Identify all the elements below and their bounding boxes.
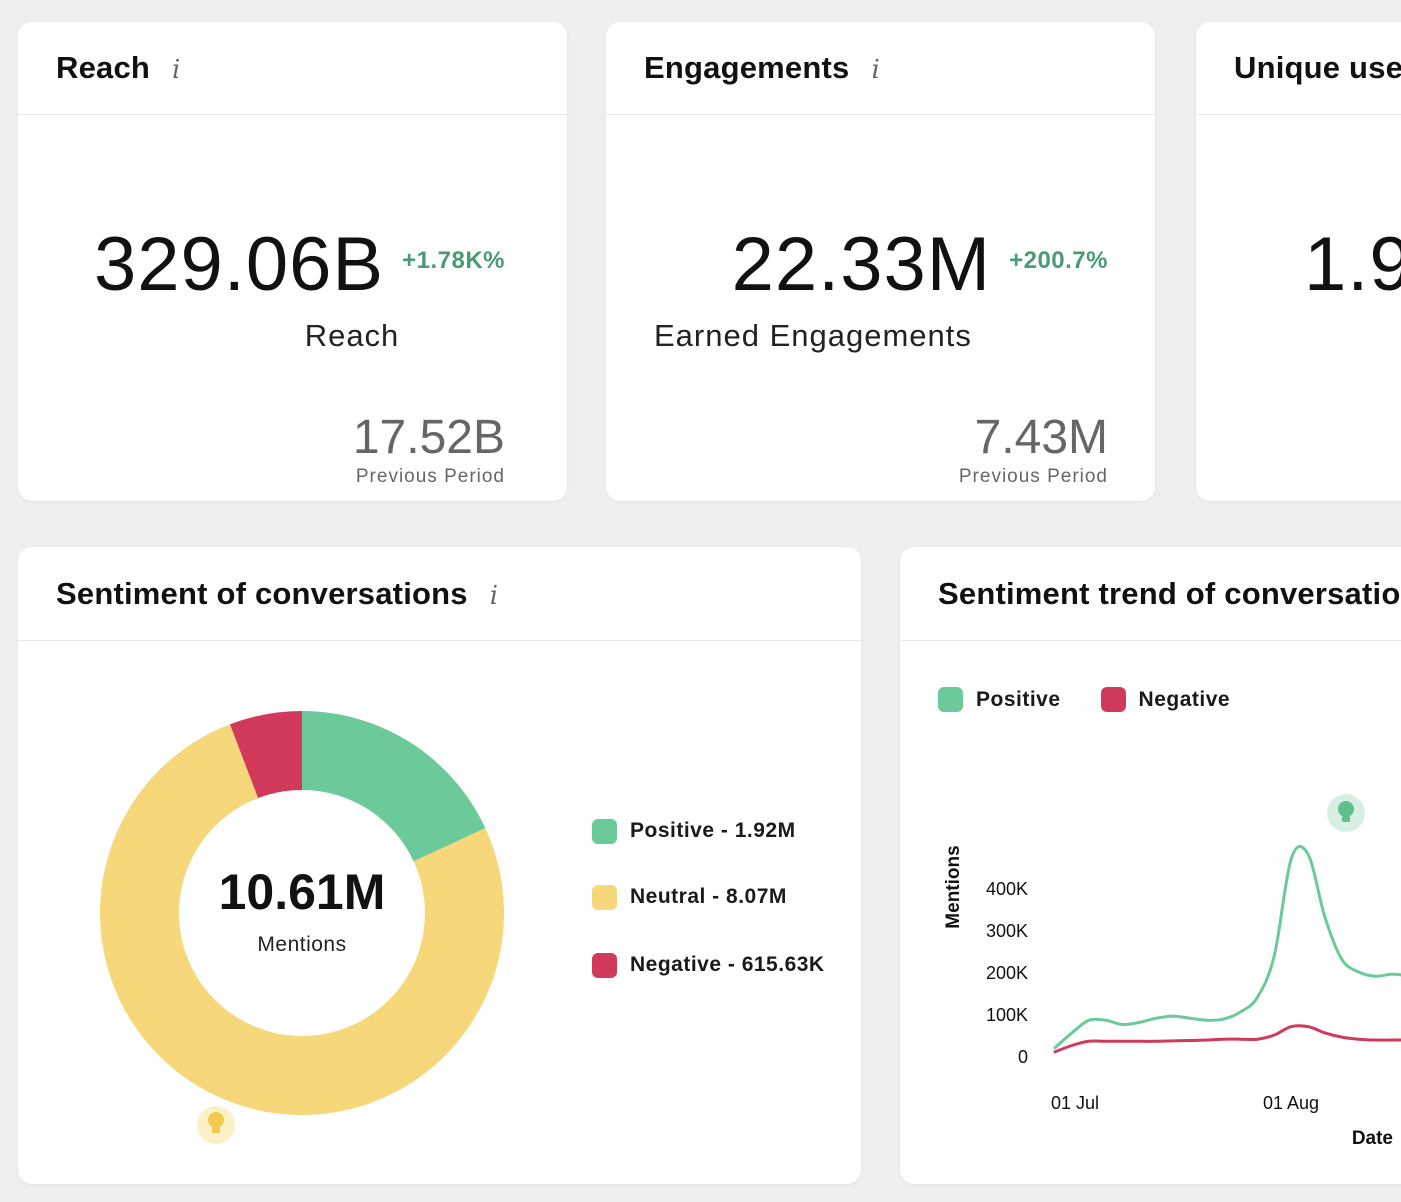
reach-title-text: Reach — [56, 50, 151, 85]
series-line-positive[interactable] — [1053, 845, 1401, 1050]
x-tick-label: 01 Aug — [1263, 1093, 1319, 1113]
trend-lines — [1053, 845, 1401, 1054]
negative-swatch — [1100, 687, 1126, 712]
trend-card-header: Sentiment trend of conversation — [900, 547, 1401, 641]
y-axis-ticks: 0 100K 200K 300K 400K — [986, 879, 1028, 1067]
insight-bulb-icon[interactable] — [1327, 794, 1365, 832]
legend-label-neutral: Neutral - 8.07M — [630, 885, 787, 908]
sentiment-card: Sentiment of conversations i 10.61M Menti… — [18, 547, 861, 1184]
x-axis-ticks: 01 Jul 01 Aug — [1051, 1093, 1319, 1113]
legend-item-negative[interactable]: Negative - 615.63K — [592, 949, 825, 981]
mentions-total: 10.61M — [218, 864, 386, 920]
engagements-metric: 22.33M +200.7% — [732, 227, 1108, 303]
y-tick-label: 100K — [986, 1005, 1028, 1025]
y-tick-label: 300K — [986, 921, 1028, 941]
donut-slice-negative[interactable] — [229, 711, 302, 799]
trend-legend: Positive Negative — [938, 687, 1230, 712]
reach-prev-label: Previous Period — [355, 466, 505, 487]
donut-slices — [99, 711, 505, 1115]
legend-label-negative: Negative - 615.63K — [630, 953, 825, 976]
donut-slice-neutral[interactable] — [99, 724, 505, 1115]
unique-users-metric: 1.9 — [1304, 227, 1401, 303]
engagements-card-title: Engagements i — [644, 50, 880, 86]
x-tick-label: 01 Jul — [1051, 1093, 1099, 1113]
neutral-swatch — [592, 884, 617, 910]
negative-swatch — [592, 952, 617, 978]
reach-prev-value: 17.52B — [352, 411, 505, 464]
trend-legend-positive[interactable]: Positive — [938, 687, 1061, 712]
info-icon[interactable]: i — [489, 581, 499, 611]
mentions-label: Mentions — [257, 933, 347, 956]
sentiment-donut-chart — [99, 711, 505, 1144]
engagements-prev-label: Previous Period — [958, 466, 1108, 487]
sentiment-legend: Positive - 1.92M Neutral - 8.07M Negativ… — [592, 815, 825, 981]
legend-item-positive[interactable]: Positive - 1.92M — [592, 815, 825, 847]
reach-card-header: Reach i — [18, 22, 567, 115]
legend-label-positive: Positive - 1.92M — [630, 819, 796, 842]
reach-change: +1.78K% — [402, 247, 505, 274]
legend-item-neutral[interactable]: Neutral - 8.07M — [592, 881, 825, 913]
sentiment-card-header: Sentiment of conversations i — [18, 547, 861, 641]
y-axis-title: Mentions — [943, 845, 964, 928]
engagements-card-header: Engagements i — [606, 22, 1155, 115]
sentiment-title-text: Sentiment of conversations — [56, 576, 468, 611]
engagements-change: +200.7% — [1009, 247, 1108, 274]
engagements-card: Engagements i 22.33M +200.7% Earned Engag… — [606, 22, 1155, 501]
unique-users-value: 1.9 — [1304, 222, 1401, 307]
engagements-label: Earned Engagements — [654, 318, 972, 353]
positive-swatch — [938, 687, 963, 712]
y-tick-label: 200K — [986, 963, 1028, 983]
y-tick-label: 400K — [986, 879, 1028, 899]
insight-bulb-icon[interactable] — [197, 1106, 235, 1144]
engagements-prev-value: 7.43M — [974, 411, 1108, 464]
info-icon[interactable]: i — [172, 55, 181, 85]
reach-value: 329.06B — [93, 222, 385, 307]
reach-metric: 329.06B +1.78K% — [94, 227, 505, 303]
sentiment-trend-card: Sentiment trend of conversation Positive… — [900, 547, 1401, 1184]
trend-legend-label-negative: Negative — [1138, 687, 1231, 711]
y-tick-label: 0 — [1018, 1047, 1028, 1067]
unique-users-card: Unique user 1.9 — [1196, 22, 1401, 501]
engagements-title-text: Engagements — [644, 50, 850, 85]
unique-users-card-header: Unique user — [1196, 22, 1401, 115]
trend-legend-negative[interactable]: Negative — [1100, 687, 1231, 712]
series-line-negative[interactable] — [1053, 1024, 1401, 1054]
reach-card: Reach i 329.06B +1.78K% Reach 17.52B Prev… — [18, 22, 567, 501]
info-icon[interactable]: i — [871, 55, 880, 85]
trend-legend-label-positive: Positive — [976, 687, 1061, 711]
trend-card-title: Sentiment trend of conversation — [938, 576, 1401, 611]
donut-center: 10.61M Mentions — [162, 867, 442, 957]
sentiment-card-title: Sentiment of conversations i — [56, 576, 498, 612]
reach-label: Reach — [304, 318, 400, 353]
donut-slice-positive[interactable] — [302, 711, 486, 862]
x-axis-title: Date — [1352, 1128, 1393, 1149]
positive-swatch — [592, 818, 617, 844]
engagements-value: 22.33M — [731, 222, 992, 307]
unique-users-card-title: Unique user — [1234, 50, 1401, 85]
reach-card-title: Reach i — [56, 50, 181, 86]
